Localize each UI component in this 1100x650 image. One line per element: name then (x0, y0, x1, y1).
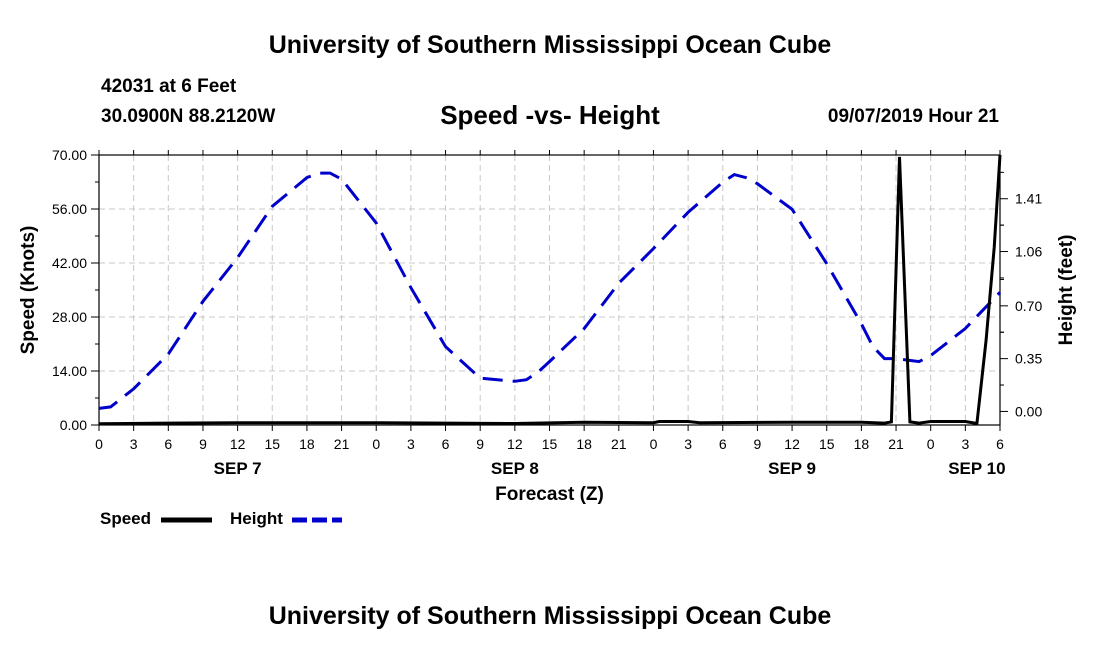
y-left-tick-label: 14.00 (52, 363, 87, 379)
x-tick-label: 9 (476, 436, 484, 452)
x-tick-label: 3 (407, 436, 415, 452)
x-tick-label: 21 (334, 436, 350, 452)
x-tick-label: 15 (264, 436, 280, 452)
axes: 0 3 6 9 12 15 18 21 0 3 6 9 12 15 18 21 0 3 6 9 12 15 18 21 0 3 6 S… (52, 147, 1043, 478)
legend-speed-label: Speed (100, 509, 152, 528)
footer-title: University of Southern Mississippi Ocean… (268, 602, 832, 630)
y-left-tick-label: 28.00 (52, 309, 87, 325)
y-right-tick-label: 1.06 (1015, 244, 1042, 260)
height-series-line (98, 171, 1002, 410)
x-day-label: SEP 9 (768, 459, 816, 478)
y-left-tick-label: 42.00 (52, 255, 87, 271)
x-tick-label: 12 (784, 436, 800, 452)
x-tick-label: 0 (927, 436, 935, 452)
x-tick-label: 15 (819, 436, 835, 452)
x-tick-label: 3 (684, 436, 692, 452)
x-tick-label: 9 (199, 436, 207, 452)
x-tick-label: 6 (719, 436, 727, 452)
x-tick-label: 6 (996, 436, 1004, 452)
location-label: 30.0900N 88.2120W (101, 106, 276, 127)
x-tick-label: 0 (95, 436, 103, 452)
x-tick-label: 12 (507, 436, 523, 452)
legend-height-label: Height (230, 509, 283, 528)
x-axis-label: Forecast (Z) (495, 484, 604, 505)
timestamp-label: 09/07/2019 Hour 21 (827, 106, 999, 127)
station-label: 42031 at 6 Feet (101, 76, 237, 97)
y-right-tick-label: 1.41 (1015, 191, 1042, 207)
x-tick-label: 18 (299, 436, 315, 452)
x-tick-label: 18 (576, 436, 592, 452)
speed-series-line (98, 154, 1002, 426)
y-left-tick-label: 56.00 (52, 201, 87, 217)
y-right-tick-label: 0.00 (1015, 403, 1042, 419)
x-day-label: SEP 7 (214, 459, 262, 478)
y-right-tick-label: 0.70 (1015, 298, 1042, 314)
y-axis-left-label: Speed (Knots) (18, 226, 39, 355)
y-left-tick-label: 0.00 (60, 417, 87, 433)
x-tick-label: 3 (130, 436, 138, 452)
x-tick-label: 0 (372, 436, 380, 452)
x-tick-label: 21 (611, 436, 627, 452)
x-day-label: SEP 8 (491, 459, 539, 478)
x-tick-label: 6 (164, 436, 172, 452)
grid (99, 155, 1000, 425)
x-tick-label: 12 (230, 436, 246, 452)
x-tick-label: 15 (542, 436, 558, 452)
y-right-tick-label: 0.35 (1015, 351, 1042, 367)
chart-main-title: University of Southern Mississippi Ocean… (268, 31, 832, 59)
x-tick-label: 9 (754, 436, 762, 452)
x-tick-label: 21 (888, 436, 904, 452)
x-tick-label: 18 (854, 436, 870, 452)
y-axis-right-label: Height (feet) (1056, 235, 1077, 346)
x-tick-label: 6 (442, 436, 450, 452)
x-tick-label: 0 (650, 436, 658, 452)
x-day-label: SEP 10 (948, 459, 1005, 478)
y-left-tick-label: 70.00 (52, 147, 87, 163)
chart-subtitle: Speed -vs- Height (440, 100, 660, 130)
x-tick-label: 3 (961, 436, 969, 452)
